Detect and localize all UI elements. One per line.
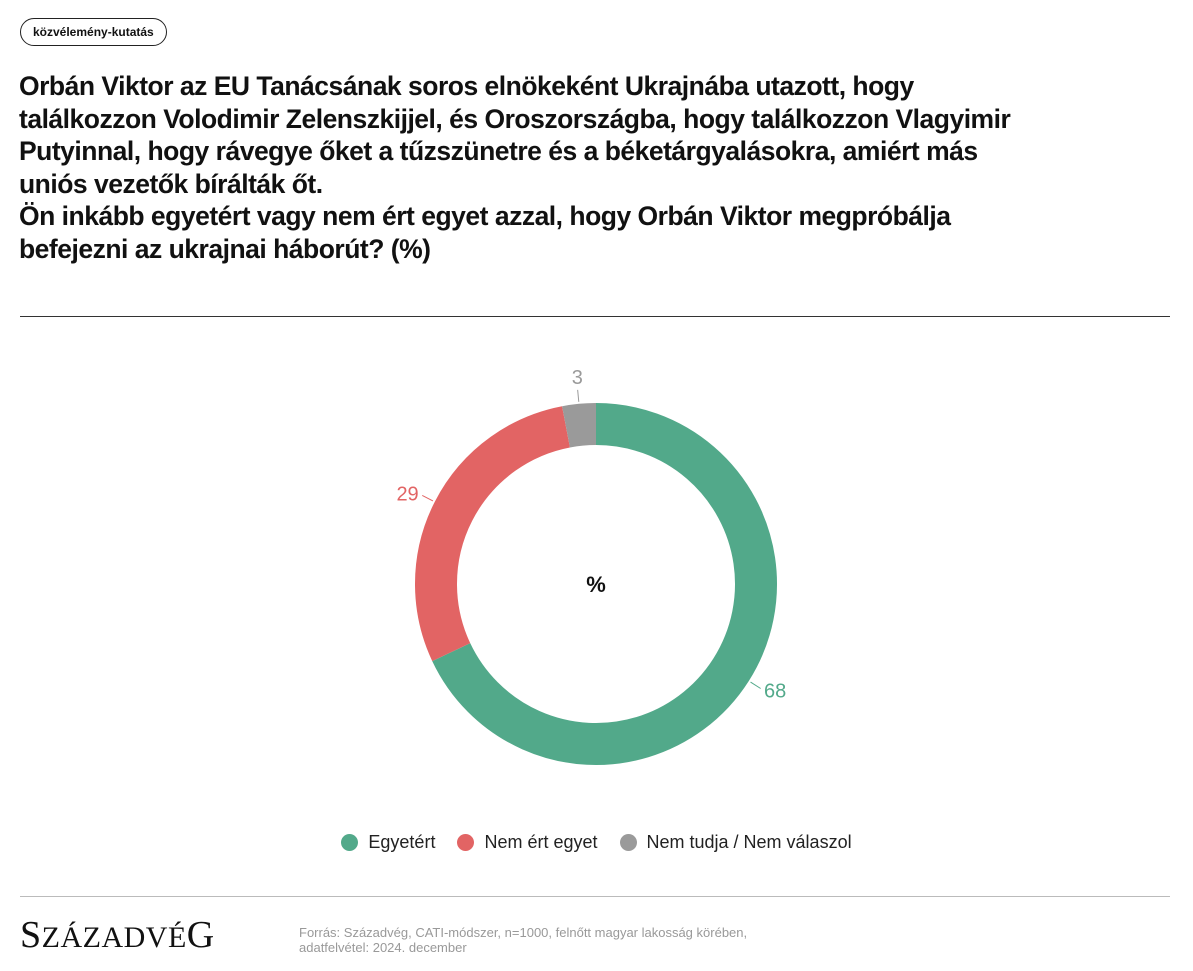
title-line: találkozzon Volodimir Zelenszkijjel, és …: [19, 103, 1011, 134]
legend-label: Nem tudja / Nem válaszol: [646, 832, 852, 852]
legend-label: Egyetért: [368, 832, 436, 852]
donut-slice-disagree[interactable]: [415, 406, 571, 662]
donut-center-label: %: [586, 572, 606, 597]
leader-line-dont-know: [577, 389, 580, 402]
legend-item-disagree[interactable]: Nem ért egyet: [457, 832, 598, 853]
legend-dot-icon: [457, 834, 475, 851]
title-divider: [20, 316, 1170, 317]
chart-title: Orbán Viktor az EU Tanácsának soros elnö…: [19, 70, 1139, 265]
legend-item-dont-know[interactable]: Nem tudja / Nem válaszol: [619, 832, 852, 853]
data-label-dont-know: 3: [572, 367, 583, 389]
data-label-agree: 68: [764, 681, 786, 703]
footer-divider: [20, 896, 1170, 897]
source-line: Forrás: Századvég, CATI-módszer, n=1000,…: [299, 925, 748, 940]
donut-slice-dont-know[interactable]: [562, 403, 597, 448]
title-line: Putyinnal, hogy rávegye őket a tűzszünet…: [19, 136, 978, 166]
topic-tag[interactable]: közvélemény-kutatás: [20, 18, 167, 46]
donut-chart: 68 29 3%: [396, 367, 786, 765]
chart-legend: Egyetért Nem ért egyet Nem tudja / Nem v…: [0, 832, 1193, 853]
leader-line-agree: [750, 681, 761, 689]
source-note: Forrás: Századvég, CATI-módszer, n=1000,…: [299, 925, 747, 955]
title-line: Ön inkább egyetért vagy nem ért egyet az…: [19, 201, 951, 231]
source-line: adatfelvétel: 2024. december: [299, 940, 467, 955]
leader-line-disagree: [422, 495, 434, 502]
data-label-disagree: 29: [396, 484, 418, 506]
legend-item-agree[interactable]: Egyetért: [341, 832, 435, 853]
donut-slice-agree[interactable]: [432, 403, 777, 765]
title-line: befejezni az ukrajnai háborút? (%): [19, 233, 431, 264]
szazadveg-logo: SZÁZADVÉG: [20, 914, 215, 956]
title-line: Orbán Viktor az EU Tanácsának soros elnö…: [19, 71, 914, 101]
legend-dot-icon: [619, 834, 637, 851]
legend-dot-icon: [341, 834, 359, 851]
title-line: uniós vezetők bírálták őt.: [19, 168, 323, 199]
legend-label: Nem ért egyet: [484, 832, 598, 852]
